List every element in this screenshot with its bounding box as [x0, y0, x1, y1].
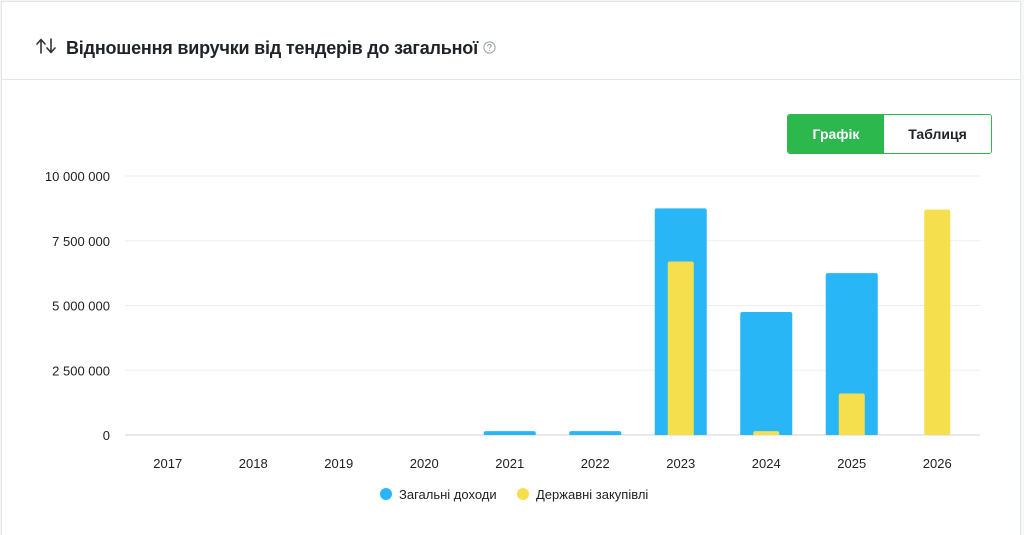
y-tick-label: 2 500 000	[52, 363, 110, 378]
x-tick-label: 2019	[324, 456, 353, 471]
x-tick-label: 2017	[153, 456, 182, 471]
view-toggle: Графік Таблиця	[787, 114, 992, 154]
y-tick-label: 0	[103, 428, 110, 443]
y-tick-label: 10 000 000	[45, 169, 110, 184]
legend-label: Державні закупівлі	[536, 487, 648, 502]
legend-marker	[517, 488, 529, 500]
bar-total-revenue	[483, 431, 536, 435]
bar-public-procurement	[838, 393, 865, 435]
y-tick-label: 5 000 000	[52, 299, 110, 314]
card-title-text: Відношення виручки від тендерів до загал…	[66, 38, 478, 58]
x-tick-label: 2020	[410, 456, 439, 471]
bar-total-revenue	[825, 273, 878, 435]
revenue-bar-chart: 0 2 500 000 5 000 000 7 500 000 10 000 000 20…	[45, 169, 980, 502]
sort-arrows-icon	[36, 38, 56, 54]
card-header: Відношення виручки від тендерів до загал…	[2, 2, 1020, 80]
bar-public-procurement	[667, 261, 694, 435]
bar-public-procurement	[753, 431, 780, 435]
x-tick-label: 2023	[666, 456, 695, 471]
chart-view-button[interactable]: Графік	[788, 115, 884, 153]
question-circle-icon[interactable]	[483, 41, 496, 54]
legend-marker	[380, 488, 392, 500]
bar-total-revenue	[740, 311, 793, 435]
x-tick-label: 2026	[923, 456, 952, 471]
x-tick-label: 2021	[495, 456, 524, 471]
x-tick-label: 2024	[752, 456, 781, 471]
x-tick-label: 2018	[239, 456, 268, 471]
y-tick-label: 7 500 000	[52, 234, 110, 249]
table-view-button[interactable]: Таблиця	[884, 115, 991, 153]
bar-total-revenue	[569, 431, 622, 435]
legend-label: Загальні доходи	[399, 487, 497, 502]
card-title: Відношення виручки від тендерів до загал…	[66, 38, 496, 59]
bar-public-procurement	[924, 209, 951, 435]
x-tick-label: 2022	[581, 456, 610, 471]
x-tick-label: 2025	[837, 456, 866, 471]
